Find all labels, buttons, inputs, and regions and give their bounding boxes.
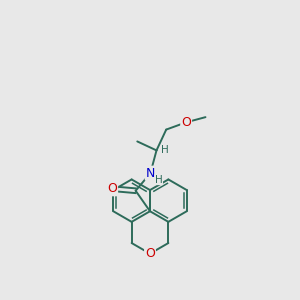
Text: O: O	[181, 116, 191, 129]
Text: O: O	[145, 247, 155, 260]
Text: O: O	[107, 182, 117, 195]
Text: H: H	[155, 175, 163, 184]
Text: H: H	[161, 146, 169, 155]
Text: N: N	[146, 167, 155, 180]
